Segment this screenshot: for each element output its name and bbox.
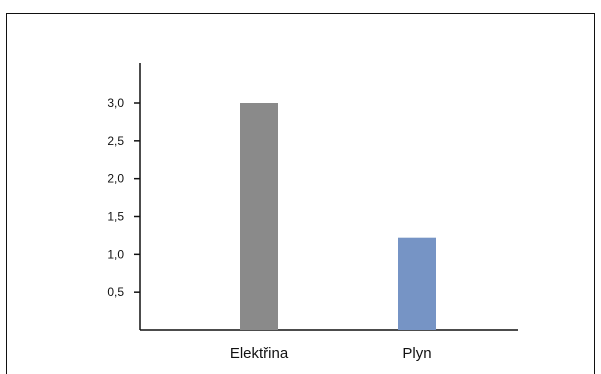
y-tick-label: 2,0	[107, 172, 124, 186]
y-tick-label: 3,0	[107, 96, 124, 110]
y-tick-label: 0,5	[107, 285, 124, 299]
chart-frame	[6, 13, 595, 374]
bar-1	[240, 103, 278, 330]
bar-2	[398, 237, 436, 330]
y-tick-label: 2,5	[107, 134, 124, 148]
y-tick-label: 1,0	[107, 247, 124, 261]
y-ticks: 0,5 1,0 1,5 2,0 2,5 3,0	[107, 96, 140, 299]
bars	[240, 103, 436, 330]
category-label: Elektřina	[230, 345, 289, 362]
category-labels: Elektřina Plyn	[230, 345, 432, 362]
y-tick-label: 1,5	[107, 210, 124, 224]
category-label: Plyn	[402, 345, 431, 362]
